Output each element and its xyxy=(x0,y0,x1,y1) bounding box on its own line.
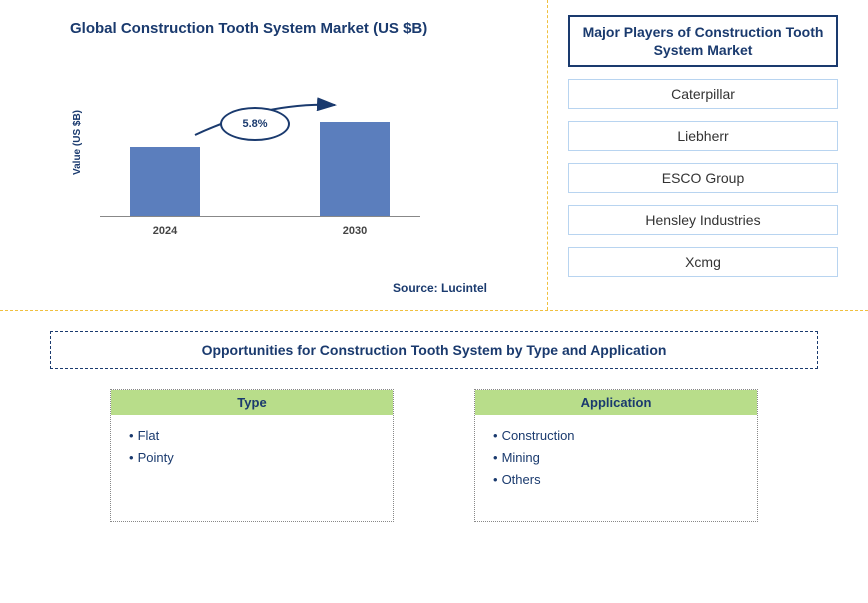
player-item: Caterpillar xyxy=(568,79,838,109)
application-category-box: Application •Construction •Mining •Other… xyxy=(474,389,758,522)
item-text: Pointy xyxy=(138,450,174,465)
x-tick-2024: 2024 xyxy=(130,225,200,237)
item-text: Construction xyxy=(502,428,575,443)
chart-area: Global Construction Tooth System Market … xyxy=(0,0,548,310)
application-items: •Construction •Mining •Others xyxy=(475,415,757,521)
item-text: Mining xyxy=(502,450,540,465)
growth-rate-value: 5.8% xyxy=(242,118,267,130)
x-axis xyxy=(100,216,420,217)
type-header: Type xyxy=(111,390,393,415)
list-item: •Others xyxy=(493,469,739,491)
growth-rate-badge: 5.8% xyxy=(220,107,290,141)
list-item: •Mining xyxy=(493,447,739,469)
chart-title: Global Construction Tooth System Market … xyxy=(70,20,537,37)
top-section: Global Construction Tooth System Market … xyxy=(0,0,868,310)
list-item: •Construction xyxy=(493,425,739,447)
x-tick-2030: 2030 xyxy=(320,225,390,237)
source-label: Source: Lucintel xyxy=(393,281,487,295)
categories-row: Type •Flat •Pointy Application •Construc… xyxy=(50,389,818,522)
item-text: Others xyxy=(502,472,541,487)
opportunities-section: Opportunities for Construction Tooth Sys… xyxy=(0,310,868,542)
list-item: •Flat xyxy=(129,425,375,447)
players-panel: Major Players of Construction Tooth Syst… xyxy=(548,0,868,310)
player-item: ESCO Group xyxy=(568,163,838,193)
opportunities-title: Opportunities for Construction Tooth Sys… xyxy=(50,331,818,369)
player-item: Xcmg xyxy=(568,247,838,277)
item-text: Flat xyxy=(138,428,160,443)
bar-2030 xyxy=(320,122,390,217)
bar-chart: Value (US $B) 5.8% 2024 2030 xyxy=(70,77,450,247)
player-item: Liebherr xyxy=(568,121,838,151)
player-item: Hensley Industries xyxy=(568,205,838,235)
players-title: Major Players of Construction Tooth Syst… xyxy=(568,15,838,67)
type-category-box: Type •Flat •Pointy xyxy=(110,389,394,522)
application-header: Application xyxy=(475,390,757,415)
bar-2024 xyxy=(130,147,200,217)
type-items: •Flat •Pointy xyxy=(111,415,393,499)
y-axis-label: Value (US $B) xyxy=(72,109,83,174)
list-item: •Pointy xyxy=(129,447,375,469)
